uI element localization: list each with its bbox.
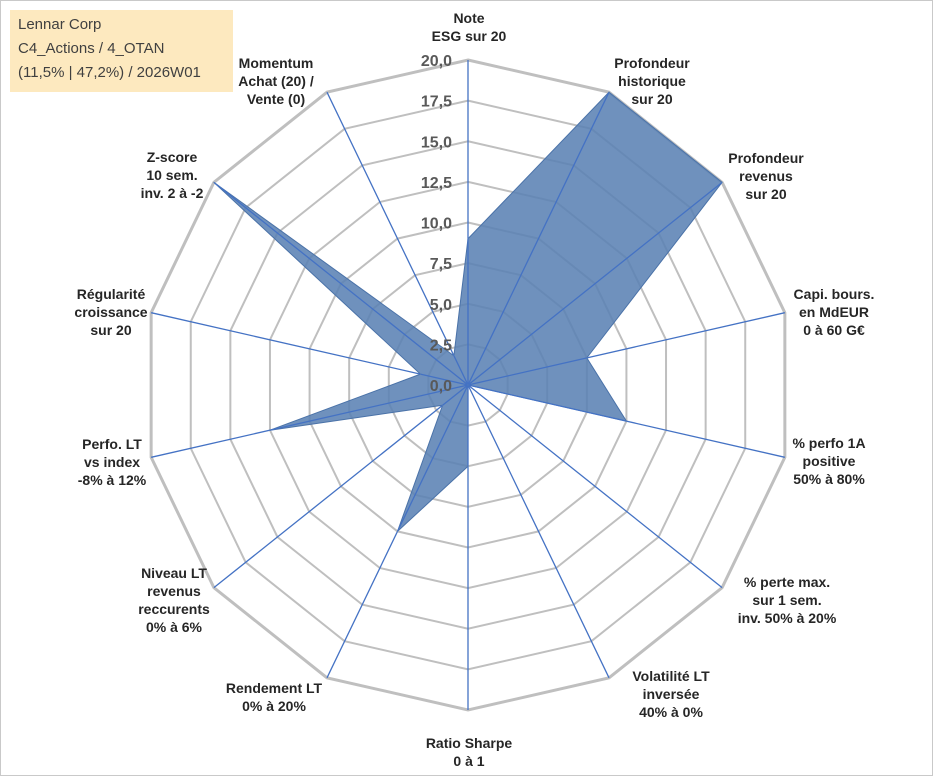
axis-spoke [326,91,469,386]
data-point [467,384,469,386]
axis-label: sur 20 [90,322,131,338]
category-path: C4_Actions / 4_OTAN [18,40,165,57]
axis-label: Volatilité LT [632,668,710,684]
axis-label: Ratio Sharpe [426,735,513,751]
data-point [608,91,610,93]
axis-label: 0% à 20% [242,698,306,714]
axis-label: Momentum [239,55,314,71]
axis-label: inversée [643,686,700,702]
stock-info-box: Lennar Corp C4_Actions / 4_OTAN (11,5% |… [10,10,233,92]
axis-label: 0 à 60 G€ [803,322,865,338]
axis-label: reccurents [138,601,210,617]
axis-label: % perte max. [744,574,830,590]
axis-label: Régularité [77,286,146,302]
data-point [213,181,215,183]
axis-label: 0% à 6% [146,619,203,635]
tick-label: 10,0 [421,216,452,233]
data-point [586,357,588,359]
axis-label: Z-score [147,149,198,165]
axis-spoke [467,384,723,589]
axis-label: croissance [74,304,147,320]
data-point [721,181,723,183]
axis-label: en MdEUR [799,304,869,320]
axis-spoke [151,384,469,458]
axis-label: revenus [739,168,793,184]
axis-label: Capi. bours. [794,286,875,302]
stats-week: (11,5% | 47,2%) / 2026W01 [18,64,201,81]
data-point [625,420,627,422]
axis-label: Note [453,10,484,26]
tick-label: 17,5 [421,94,452,111]
axis-label: 10 sem. [146,167,197,183]
axis-spoke [467,384,610,679]
tick-label: 12,5 [421,175,452,192]
tick-label: 15,0 [421,134,452,151]
axis-label: Vente (0) [247,91,305,107]
axis-label: ESG sur 20 [432,28,507,44]
axis-label: sur 20 [745,186,786,202]
axis-label: Profondeur [728,150,804,166]
axis-spoke [213,384,469,589]
tick-label: 0,0 [430,378,452,395]
axis-label: 50% à 80% [793,471,865,487]
axis-label: Rendement LT [226,680,323,696]
tick-label: 2,5 [430,337,452,354]
axis-label: 40% à 0% [639,704,703,720]
tick-label: 5,0 [430,297,452,314]
axis-label: positive [803,453,856,469]
axis-label: historique [618,73,686,89]
axis-label: -8% à 12% [78,472,147,488]
axis-spoke [467,181,723,386]
tick-label: 20,0 [421,53,452,70]
data-point [467,238,469,240]
axis-label: Niveau LT [141,565,207,581]
axis-spoke [213,181,469,386]
data-point [419,373,421,375]
axis-label: revenus [147,583,201,599]
data-point [396,530,398,532]
axis-spoke [467,312,785,386]
data-point [453,355,455,357]
axis-label: Profondeur [614,55,690,71]
axis-label: Achat (20) / [238,73,314,89]
axis-label: vs index [84,454,140,470]
axis-label: inv. 2 à -2 [141,185,204,201]
tick-label: 7,5 [430,256,452,273]
data-point [467,465,469,467]
axis-label: 0 à 1 [453,753,484,769]
data-point [269,429,271,431]
axis-label: sur 1 sem. [752,592,821,608]
axis-spoke [151,312,469,386]
axis-label: % perfo 1A [792,435,865,451]
axis-label: inv. 50% à 20% [738,610,837,626]
company-name: Lennar Corp [18,16,102,33]
axis-label: sur 20 [631,91,672,107]
data-point [442,404,444,406]
axis-label: Perfo. LT [82,436,142,452]
axis-spoke [467,91,610,386]
